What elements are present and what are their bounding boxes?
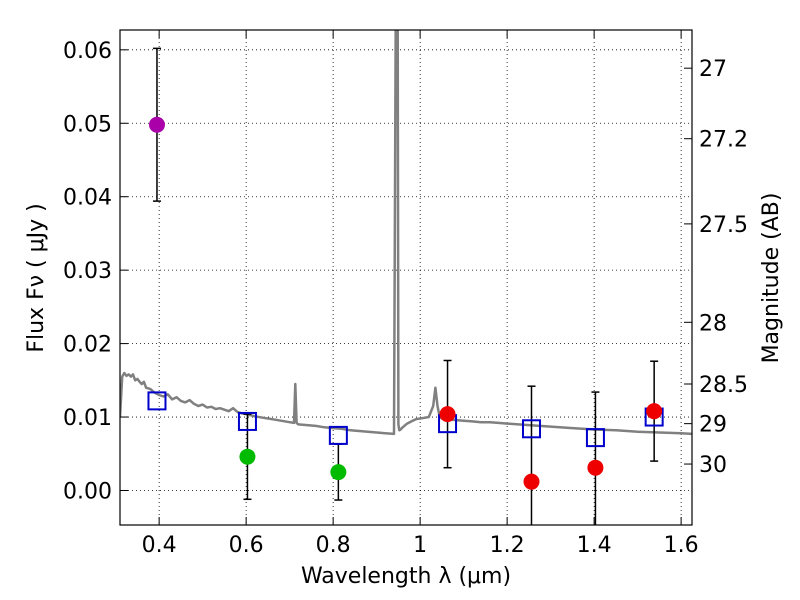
grid (120, 30, 692, 525)
x-axis-label: Wavelength λ (μm) (301, 564, 511, 589)
mag-tick-label-6: 30 (699, 453, 727, 478)
x-tick-label-3: 1 (413, 533, 427, 558)
x-tick-label-6: 1.6 (664, 533, 699, 558)
model-square-1 (237, 411, 257, 431)
mag-tick-label-4: 28.5 (699, 373, 748, 398)
mag-tick-label-0: 27 (699, 57, 727, 82)
ticks: 0.4 0.6 0.8 1 1.2 1.4 1.6 0.00 0.01 0.02 0.03 0.04 0… (63, 30, 748, 558)
flux-point-1 (239, 448, 256, 465)
axes-frame (119, 29, 693, 526)
y-tick-label-2: 0.02 (63, 333, 112, 358)
y-tick-label-5: 0.05 (63, 112, 112, 137)
flux-point-3 (439, 406, 456, 423)
flux-point-6 (646, 403, 663, 420)
flux-point-2 (330, 464, 347, 481)
mag-tick-label-3: 28 (699, 311, 727, 336)
plot-frame (119, 29, 693, 526)
mag-tick-label-5: 29 (699, 413, 727, 438)
x-tick-label-0: 0.4 (142, 533, 177, 558)
x-tick-label-5: 1.4 (577, 533, 612, 558)
plot-area (120, 30, 692, 525)
y-tick-label-0: 0.00 (63, 479, 112, 504)
flux-point-0 (148, 116, 165, 133)
y-tick-label-6: 0.06 (63, 39, 112, 64)
flux-point-4 (523, 473, 540, 490)
x-tick-label-1: 0.6 (229, 533, 264, 558)
x-tick-label-4: 1.2 (490, 533, 525, 558)
y-axis-label: Flux Fν ( μJy ) (24, 203, 49, 352)
y-tick-label-1: 0.01 (63, 406, 112, 431)
model-square-0 (147, 391, 167, 411)
y-axis-right-label: Magnitude (AB) (759, 193, 784, 364)
mag-tick-label-2: 27.5 (699, 213, 748, 238)
y-tick-label-4: 0.04 (63, 186, 112, 211)
model-square-5 (585, 428, 605, 448)
model-square-4 (521, 419, 541, 439)
flux-point-5 (587, 459, 604, 476)
model-square-2 (328, 425, 348, 445)
x-tick-label-2: 0.8 (316, 533, 351, 558)
y-tick-label-3: 0.03 (63, 259, 112, 284)
mag-tick-label-1: 27.2 (699, 128, 748, 153)
